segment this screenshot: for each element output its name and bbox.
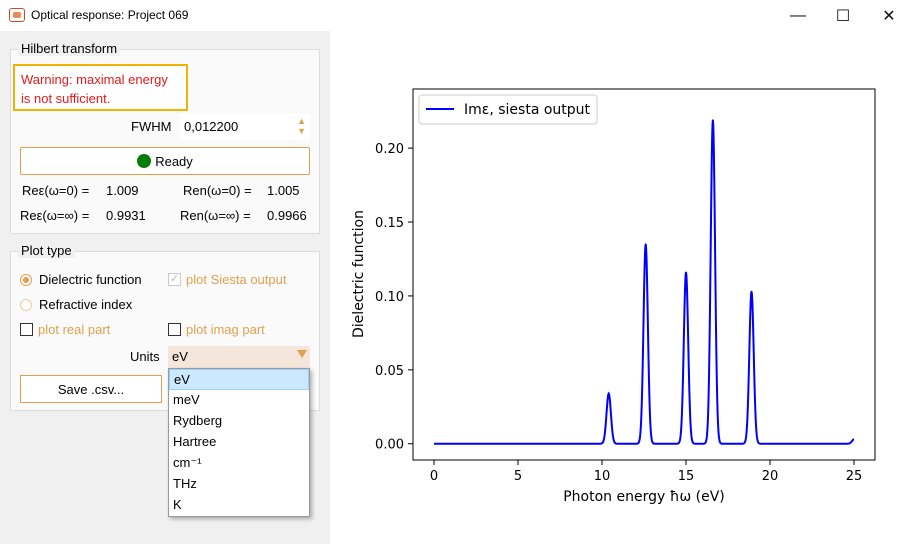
x-tick-label: 25 bbox=[846, 469, 863, 484]
units-option-hartree[interactable]: Hartree bbox=[173, 434, 217, 449]
dielectric-chart: 0 5 10 15 20 25 0.00 0.05 0.10 0.15 0.20 Photon e… bbox=[330, 31, 912, 544]
warning-line-1: Warning: maximal energy bbox=[21, 72, 168, 87]
peak-point bbox=[685, 271, 687, 274]
peak-point bbox=[644, 243, 647, 245]
re-n-0-value: 1.005 bbox=[267, 183, 300, 198]
re-n-0-label: Ren(ω=0) = bbox=[183, 183, 252, 198]
save-csv-button[interactable]: Save .csv... bbox=[20, 375, 162, 403]
siesta-output-checkbox[interactable]: ✓ bbox=[168, 273, 181, 286]
warning-line-2: is not sufficient. bbox=[21, 91, 111, 106]
refractive-label[interactable]: Refractive index bbox=[39, 297, 133, 312]
chevron-down-icon[interactable] bbox=[297, 350, 307, 358]
units-option-mev[interactable]: meV bbox=[173, 392, 200, 407]
legend-box bbox=[418, 94, 598, 125]
status-ok-icon bbox=[137, 154, 152, 168]
units-dropdown-list: eV meV Rydberg Hartree cm⁻¹ THz K bbox=[168, 368, 310, 517]
re-eps-0-label: Reε(ω=0) = bbox=[22, 183, 90, 198]
re-eps-0-value: 1.009 bbox=[106, 183, 139, 198]
re-n-inf-label: Ren(ω=∞) = bbox=[180, 208, 251, 223]
ready-button[interactable]: Ready bbox=[20, 147, 310, 175]
maximize-button[interactable]: ☐ bbox=[835, 7, 851, 25]
units-option-rydberg[interactable]: Rydberg bbox=[173, 413, 223, 428]
x-axis: 0 5 10 15 20 25 bbox=[430, 460, 862, 484]
legend: Imε, siesta output bbox=[418, 94, 598, 125]
window-title: Optical response: Project 069 bbox=[31, 8, 189, 22]
units-option-k[interactable]: K bbox=[173, 497, 182, 512]
units-selected-value: eV bbox=[172, 349, 188, 364]
hilbert-group-title: Hilbert transform bbox=[18, 41, 121, 56]
y-tick-label: 0.10 bbox=[375, 290, 404, 305]
re-eps-inf-value: 0.9931 bbox=[106, 208, 146, 223]
peak-point bbox=[712, 119, 714, 121]
ready-label: Ready bbox=[155, 153, 193, 169]
re-eps-inf-label: Reε(ω=∞) = bbox=[20, 208, 90, 223]
dielectric-radio[interactable] bbox=[20, 274, 32, 286]
title-bar: Optical response: Project 069 — ☐ ✕ bbox=[0, 0, 912, 31]
units-select[interactable]: eV bbox=[168, 346, 310, 368]
imag-part-checkbox[interactable] bbox=[168, 323, 181, 336]
fwhm-spinbox[interactable]: 0,012200 ▲ ▼ bbox=[180, 114, 310, 140]
refractive-radio[interactable] bbox=[20, 299, 32, 311]
x-tick-label: 15 bbox=[678, 469, 695, 484]
x-tick-label: 10 bbox=[594, 469, 611, 484]
x-tick-label: 5 bbox=[514, 469, 522, 484]
peak-point bbox=[607, 392, 610, 395]
real-part-checkbox[interactable] bbox=[20, 323, 33, 336]
fwhm-label: FWHM bbox=[131, 119, 172, 134]
siesta-output-label[interactable]: plot Siesta output bbox=[186, 272, 287, 287]
peak-points bbox=[607, 119, 753, 395]
y-tick-label: 0.05 bbox=[375, 364, 404, 379]
real-part-label[interactable]: plot real part bbox=[38, 322, 111, 337]
close-button[interactable]: ✕ bbox=[882, 7, 896, 25]
x-tick-label: 20 bbox=[762, 469, 779, 484]
y-tick-label: 0.15 bbox=[375, 216, 404, 231]
legend-label: Imε, siesta output bbox=[464, 102, 591, 118]
y-axis: 0.00 0.05 0.10 0.15 0.20 bbox=[375, 142, 413, 453]
peak-point bbox=[750, 290, 753, 293]
x-axis-label: Photon energy ħω (eV) bbox=[563, 489, 725, 505]
y-tick-label: 0.20 bbox=[375, 142, 404, 157]
dielectric-label[interactable]: Dielectric function bbox=[39, 272, 142, 287]
units-option-cm-1[interactable]: cm⁻¹ bbox=[173, 455, 202, 470]
minimize-button[interactable]: — bbox=[790, 6, 806, 24]
fwhm-value: 0,012200 bbox=[184, 119, 239, 134]
app-logo-icon bbox=[9, 8, 25, 22]
warning-message: Warning: maximal energy is not sufficien… bbox=[13, 64, 188, 111]
imag-part-label[interactable]: plot imag part bbox=[186, 322, 265, 337]
units-label: Units bbox=[130, 349, 160, 364]
re-n-inf-value: 0.9966 bbox=[267, 208, 307, 223]
spin-arrows-icon[interactable]: ▲ ▼ bbox=[297, 116, 306, 136]
units-option-ev[interactable]: eV bbox=[169, 369, 309, 390]
units-option-thz[interactable]: THz bbox=[173, 476, 197, 491]
plot-type-group-title: Plot type bbox=[18, 243, 75, 258]
x-tick-label: 0 bbox=[430, 469, 438, 484]
series-line bbox=[434, 119, 855, 445]
y-tick-label: 0.00 bbox=[375, 438, 404, 453]
y-axis-label: Dielectric function bbox=[351, 210, 367, 338]
